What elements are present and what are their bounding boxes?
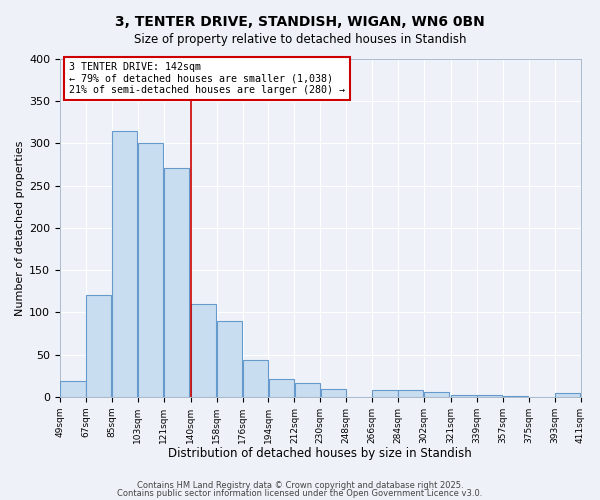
Bar [424,392,449,396]
Bar [61,380,86,396]
Bar [191,304,217,396]
Bar [478,395,502,396]
Bar [320,389,346,396]
Bar [164,168,189,396]
Y-axis label: Number of detached properties: Number of detached properties [15,140,25,316]
Bar [269,379,294,396]
Text: Contains HM Land Registry data © Crown copyright and database right 2025.: Contains HM Land Registry data © Crown c… [137,480,463,490]
Bar [243,360,268,396]
Text: Size of property relative to detached houses in Standish: Size of property relative to detached ho… [134,32,466,46]
Text: 3, TENTER DRIVE, STANDISH, WIGAN, WN6 0BN: 3, TENTER DRIVE, STANDISH, WIGAN, WN6 0B… [115,15,485,29]
Bar [138,144,163,396]
Text: Contains public sector information licensed under the Open Government Licence v3: Contains public sector information licen… [118,489,482,498]
Bar [555,392,580,396]
X-axis label: Distribution of detached houses by size in Standish: Distribution of detached houses by size … [169,447,472,460]
Bar [295,383,320,396]
Bar [86,296,112,396]
Bar [112,131,137,396]
Bar [217,320,242,396]
Text: 3 TENTER DRIVE: 142sqm
← 79% of detached houses are smaller (1,038)
21% of semi-: 3 TENTER DRIVE: 142sqm ← 79% of detached… [68,62,344,94]
Bar [451,395,476,396]
Bar [373,390,398,396]
Bar [398,390,424,396]
